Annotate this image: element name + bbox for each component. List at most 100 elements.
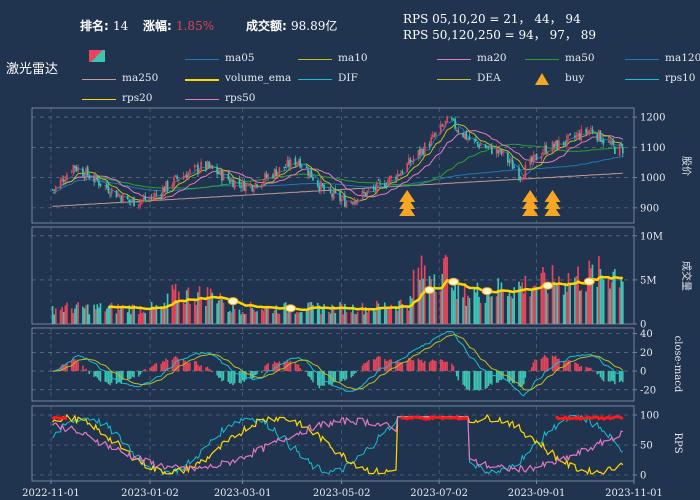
- legend-swatch-rps20: [82, 99, 116, 100]
- candle: [275, 169, 278, 177]
- candle: [195, 165, 198, 167]
- volume-bar: [342, 314, 345, 324]
- volume-bar: [54, 308, 57, 324]
- volume-bar: [53, 314, 55, 324]
- candle: [320, 181, 322, 192]
- volume-bar: [546, 293, 549, 324]
- dif-line: [52, 330, 624, 397]
- volume-bar: [433, 274, 436, 324]
- volume-bar: [184, 303, 186, 324]
- x-tick-label: 2023-09-01: [508, 488, 566, 499]
- volume-bar: [566, 291, 568, 324]
- volume-bar: [569, 284, 571, 324]
- volume-bar: [193, 299, 196, 324]
- candle: [209, 165, 212, 167]
- candle: [153, 193, 156, 198]
- volume-bar: [465, 305, 468, 324]
- volume-bar: [173, 289, 175, 324]
- volume-bar: [307, 302, 309, 324]
- legend-label-ma20: ma20: [477, 52, 507, 64]
- volume-bar: [475, 292, 477, 324]
- volume-bar: [598, 256, 600, 324]
- candle: [596, 133, 599, 141]
- volume-bar: [254, 311, 257, 324]
- volume-bar: [94, 309, 97, 324]
- volume-bar: [163, 302, 166, 324]
- candle: [165, 181, 167, 192]
- y-tick-label: 900: [640, 203, 659, 214]
- volume-bar: [294, 313, 297, 324]
- candle: [476, 142, 479, 144]
- turnover-label: 成交额: 98.89亿: [246, 19, 338, 33]
- volume-bar: [74, 308, 76, 324]
- candle: [328, 188, 330, 190]
- candle: [545, 144, 547, 155]
- candle: [368, 189, 370, 191]
- rps-line-1: RPS 05,10,20 = 21， 44， 94: [403, 12, 581, 26]
- candle: [377, 179, 380, 181]
- volume-bar: [233, 308, 236, 324]
- candle: [355, 201, 357, 203]
- volume-bar: [288, 307, 290, 324]
- volume-bar: [399, 299, 402, 324]
- candle: [567, 134, 570, 136]
- candle: [272, 174, 274, 179]
- candle: [468, 136, 471, 141]
- volume-bar: [554, 284, 557, 324]
- candle: [575, 134, 578, 139]
- rps-line-2: RPS 50,120,250 = 94， 97， 89: [403, 28, 596, 42]
- candle: [564, 143, 567, 145]
- candle: [245, 184, 247, 192]
- candle: [138, 204, 140, 208]
- volume-bar: [502, 290, 504, 324]
- volume-bar: [264, 306, 266, 324]
- candle: [82, 168, 84, 177]
- candle: [278, 167, 281, 173]
- candle: [502, 150, 504, 154]
- volume-bar: [241, 312, 244, 324]
- volume-bar: [62, 312, 65, 324]
- candle: [430, 137, 432, 146]
- volume-ema-marker: [424, 285, 436, 294]
- volume-bar: [131, 304, 134, 324]
- candle: [276, 171, 279, 178]
- candle: [208, 161, 210, 168]
- candle: [542, 152, 544, 155]
- candle: [99, 183, 102, 187]
- candle: [149, 198, 151, 200]
- legend-swatch-rps10: [625, 79, 659, 80]
- candle: [435, 132, 437, 136]
- volume-bar: [217, 300, 220, 324]
- volume-bar: [150, 301, 153, 324]
- x-tick-label: 2023-01-02: [121, 488, 179, 499]
- volume-bar: [452, 290, 455, 324]
- candle: [166, 180, 169, 190]
- candle: [406, 163, 409, 172]
- candle: [286, 159, 289, 166]
- volume-bar: [344, 303, 346, 324]
- volume-bar: [479, 302, 482, 324]
- volume-bar: [61, 307, 63, 324]
- candle: [446, 116, 448, 123]
- candle: [329, 189, 332, 193]
- volume-bar: [443, 258, 445, 324]
- candle: [197, 164, 199, 173]
- volume-bar: [486, 294, 488, 324]
- volume-bar: [522, 293, 525, 324]
- candle: [513, 167, 516, 169]
- volume-bar: [532, 286, 535, 324]
- candle: [569, 133, 571, 135]
- volume-bar: [198, 286, 201, 324]
- volume-bar: [139, 306, 142, 324]
- volume-bar: [93, 304, 95, 324]
- volume-bar: [230, 312, 233, 324]
- volume-bar: [462, 297, 464, 324]
- candle: [495, 148, 498, 154]
- volume-bar: [109, 304, 111, 324]
- candle: [607, 141, 610, 142]
- volume-bar: [51, 306, 54, 324]
- volume-bar: [356, 311, 359, 324]
- volume-bar: [422, 278, 424, 324]
- candle: [107, 186, 110, 193]
- candle: [185, 174, 188, 179]
